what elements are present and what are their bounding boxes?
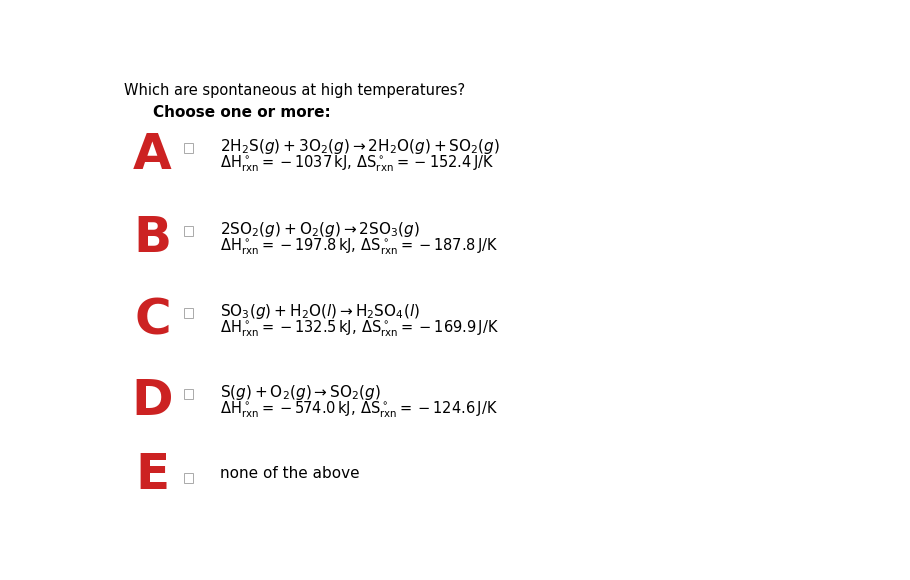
Text: $\mathregular{\Delta H^\circ_{rxn} = -197.8\,kJ,\, \Delta S^\circ_{rxn} = -187.8: $\mathregular{\Delta H^\circ_{rxn} = -19… [219, 236, 498, 257]
Text: $\mathregular{2H_2S(}g\mathregular{) + 3O_2(}g\mathregular{) \rightarrow 2H_2O(}: $\mathregular{2H_2S(}g\mathregular{) + 3… [219, 137, 500, 156]
Text: E: E [136, 451, 169, 499]
Text: $\mathregular{\Delta H^\circ_{rxn} = -1037\,kJ,\, \Delta S^\circ_{rxn} = -152.4\: $\mathregular{\Delta H^\circ_{rxn} = -10… [219, 154, 494, 174]
Text: Choose one or more:: Choose one or more: [153, 106, 330, 120]
Text: D: D [132, 377, 173, 425]
Text: $\mathregular{\Delta H^\circ_{rxn} = -132.5\,kJ,\, \Delta S^\circ_{rxn} = -169.9: $\mathregular{\Delta H^\circ_{rxn} = -13… [219, 319, 499, 339]
Bar [184, 473, 194, 483]
Text: C: C [134, 296, 171, 345]
Text: B: B [134, 214, 172, 262]
Text: $\mathregular{\Delta H^\circ_{rxn} = -574.0\,kJ,\, \Delta S^\circ_{rxn} = -124.6: $\mathregular{\Delta H^\circ_{rxn} = -57… [219, 399, 498, 420]
Text: Which are spontaneous at high temperatures?: Which are spontaneous at high temperatur… [125, 83, 465, 98]
Bar [184, 226, 194, 235]
Bar [184, 389, 194, 398]
Text: $\mathregular{SO_3(}g\mathregular{) + H_2O(}l\mathregular{) \rightarrow H_2SO_4(: $\mathregular{SO_3(}g\mathregular{) + H_… [219, 302, 420, 321]
Text: $\mathregular{S(}g\mathregular{) + O_2(}g\mathregular{) \rightarrow SO_2(}g\math: $\mathregular{S(}g\mathregular{) + O_2(}… [219, 383, 380, 402]
Text: $\mathregular{2SO_2(}g\mathregular{) + O_2(}g\mathregular{) \rightarrow 2SO_3(}g: $\mathregular{2SO_2(}g\mathregular{) + O… [219, 220, 420, 239]
Bar [184, 309, 194, 318]
Text: A: A [133, 131, 172, 179]
Text: none of the above: none of the above [219, 466, 359, 481]
Bar [184, 143, 194, 153]
